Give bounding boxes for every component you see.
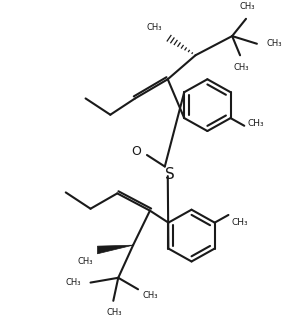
Text: O: O [131, 145, 141, 158]
Text: CH₃: CH₃ [239, 2, 255, 11]
Text: CH₃: CH₃ [233, 63, 249, 72]
Text: S: S [165, 167, 175, 182]
Text: CH₃: CH₃ [231, 218, 248, 227]
Text: CH₃: CH₃ [107, 308, 122, 317]
Text: CH₃: CH₃ [77, 257, 92, 266]
Text: CH₃: CH₃ [267, 39, 282, 48]
Text: CH₃: CH₃ [146, 23, 162, 32]
Text: CH₃: CH₃ [65, 278, 81, 287]
Text: CH₃: CH₃ [142, 291, 158, 300]
Text: CH₃: CH₃ [247, 119, 264, 128]
Polygon shape [97, 245, 133, 254]
